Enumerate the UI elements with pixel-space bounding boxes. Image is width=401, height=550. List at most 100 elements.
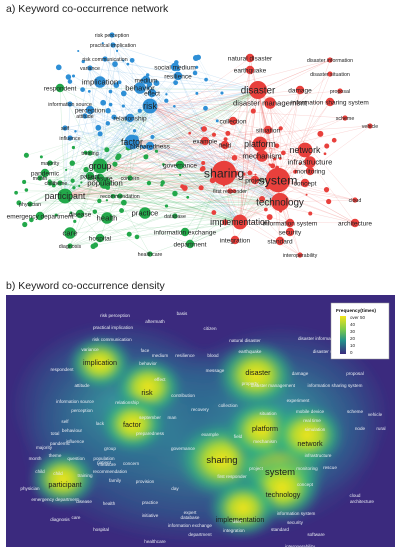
density-label: day: [171, 486, 179, 491]
network-node-label: physician: [19, 202, 41, 208]
density-label: health: [103, 501, 116, 506]
density-label: information exchange: [168, 523, 212, 528]
network-node-label: patient: [80, 173, 100, 180]
density-label: behavior: [139, 361, 157, 366]
network-node: [101, 212, 113, 224]
network-node: [69, 211, 73, 215]
network-node: [293, 169, 298, 174]
network-node-label: damage: [288, 87, 312, 94]
network-node: [145, 141, 155, 151]
density-label: variance: [81, 347, 99, 352]
network-node: [325, 97, 335, 107]
network-node: [71, 145, 76, 150]
network-node: [134, 82, 146, 94]
network-node: [211, 160, 237, 186]
density-label: information system: [277, 511, 316, 516]
density-label: theme: [49, 453, 62, 458]
network-node-label: security: [279, 229, 302, 236]
network-node: [327, 57, 333, 63]
network-labels: risk perception practical implication risk…: [7, 33, 379, 259]
network-node-label: factor: [121, 137, 143, 147]
density-label: scheme: [347, 409, 364, 414]
network-node: [90, 243, 97, 250]
density-label: node: [355, 426, 366, 431]
network-node: [211, 132, 217, 137]
density-label: cloud: [350, 493, 361, 498]
network-node: [67, 101, 73, 107]
network-node: [198, 185, 204, 191]
network-node: [54, 213, 58, 217]
density-label: relationship: [115, 400, 139, 405]
network-node-label: infrastructure: [288, 158, 333, 167]
network-node: [116, 153, 122, 159]
network-node: [117, 193, 123, 199]
density-label: first responder: [217, 474, 247, 479]
network-node: [47, 160, 53, 166]
network-node: [324, 143, 330, 149]
network-node: [201, 161, 206, 166]
density-label: practical implication: [93, 325, 134, 330]
network-node: [65, 74, 72, 80]
network-node: [230, 235, 240, 245]
network-node: [179, 173, 182, 176]
network-node-label: respondent: [44, 85, 77, 92]
network-node: [259, 195, 266, 202]
network-node: [67, 243, 73, 249]
density-label: experiment: [287, 398, 310, 403]
network-node-label: governance: [163, 162, 197, 169]
density-label: disaster information: [298, 336, 339, 341]
network-node-label: technology: [256, 197, 304, 208]
network-node: [77, 49, 80, 53]
network-node: [172, 190, 178, 197]
network-node: [195, 91, 199, 95]
network-node: [70, 178, 75, 183]
density-label: monitoring: [296, 466, 318, 471]
network-node: [134, 234, 140, 240]
network-node: [14, 190, 18, 195]
network-node: [227, 188, 233, 194]
network-node-label: disaster situation: [310, 72, 350, 78]
density-label: vehicle: [368, 412, 383, 417]
density-label: risk perception: [100, 313, 130, 318]
network-node-label: behavior: [125, 84, 155, 93]
network-node: [85, 105, 95, 115]
density-label: provision: [136, 479, 155, 484]
network-node: [220, 91, 224, 95]
network-node: [278, 156, 282, 160]
network-node: [175, 160, 185, 170]
network-node-label: cloud: [349, 198, 362, 204]
network-node-label: information sharing system: [291, 99, 369, 106]
network-node: [92, 209, 98, 214]
network-node: [252, 136, 268, 152]
network-node: [153, 80, 160, 87]
network-node: [115, 49, 119, 52]
network-node-label: concern: [121, 176, 140, 182]
network-node-label: situation: [256, 127, 281, 134]
network-node-label: month: [33, 176, 48, 182]
density-legend-tick: 10: [350, 343, 356, 348]
network-node: [97, 131, 103, 137]
density-label: property: [242, 381, 260, 386]
network-node: [200, 136, 210, 146]
network-node: [185, 239, 195, 249]
density-label: basis: [177, 311, 188, 316]
network-node-label: care: [63, 229, 78, 238]
network-node: [105, 199, 109, 202]
network-node: [331, 137, 337, 143]
network-node: [304, 156, 316, 168]
network-node-label: pandemic: [31, 170, 60, 177]
network-node: [317, 130, 324, 137]
network-node-label: department: [174, 241, 207, 248]
network-node-label: influence: [59, 136, 80, 142]
density-label: question: [67, 456, 85, 461]
network-node: [57, 188, 73, 204]
network-node: [83, 150, 88, 155]
network-node: [65, 168, 68, 172]
network-node: [265, 167, 291, 193]
density-label: citizen: [203, 326, 216, 331]
network-node: [22, 179, 27, 184]
network-node: [72, 186, 76, 190]
network-node-label: concept: [294, 180, 317, 187]
network-node: [97, 198, 102, 203]
network-node: [78, 184, 81, 188]
